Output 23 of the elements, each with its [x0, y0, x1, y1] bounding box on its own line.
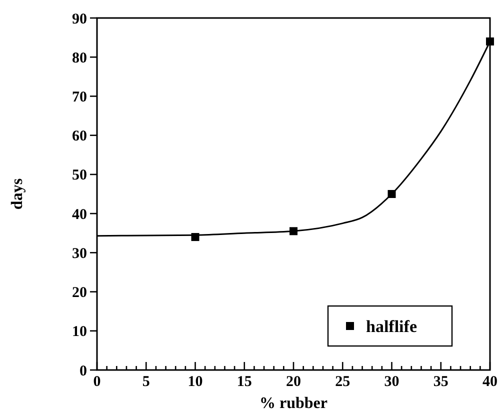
x-tick-label: 20: [286, 374, 301, 390]
y-tick-label: 30: [72, 246, 87, 262]
y-tick-label: 0: [80, 363, 87, 380]
x-tick-label: 5: [142, 374, 150, 390]
y-tick-label: 80: [72, 50, 87, 66]
legend-label: halflife: [366, 316, 418, 336]
y-tick-label: 10: [72, 324, 87, 340]
x-tick-label: 40: [482, 374, 498, 390]
y-tick-label: 40: [72, 206, 87, 223]
y-tick-label: 50: [72, 168, 87, 184]
y-tick-label: 70: [72, 89, 87, 106]
x-tick-label: 30: [384, 374, 400, 390]
y-axis-title: days: [9, 178, 26, 210]
x-axis-title: % rubber: [260, 395, 328, 412]
x-tick-label: 35: [433, 374, 448, 390]
point: [486, 37, 494, 46]
x-tick-label: 10: [188, 374, 203, 390]
y-tick-label: 60: [72, 128, 87, 145]
x-tick-label: 0: [93, 374, 101, 390]
x-tick-label: 25: [335, 374, 350, 390]
y-tick-label: 20: [72, 285, 87, 302]
y-tick-label: 90: [72, 11, 87, 28]
x-tick-label: 15: [236, 374, 252, 390]
